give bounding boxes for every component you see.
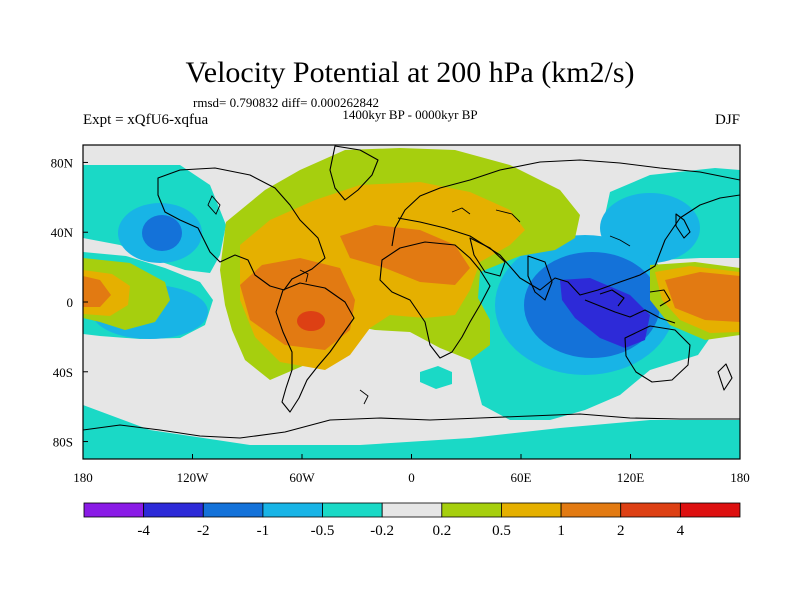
map-panel xyxy=(83,145,740,459)
map-detail-lines xyxy=(207,195,631,405)
colorbar-swatch xyxy=(322,502,383,518)
antarctica-coastline xyxy=(83,413,740,439)
new-zealand-coastline xyxy=(717,363,733,391)
colorbar-swatch xyxy=(560,502,622,518)
colorbar-label: 0.5 xyxy=(492,523,511,539)
colorbar-label: -0.5 xyxy=(311,523,335,539)
x-tick-label: 60E xyxy=(511,470,532,485)
colorbar-label: 4 xyxy=(677,523,685,539)
north-pacific-core xyxy=(142,215,182,251)
colorbar-swatch xyxy=(501,502,562,518)
colorbar-swatch xyxy=(381,502,443,518)
experiment-label: Expt = xQfU6-xqfua xyxy=(83,112,208,128)
australia-coastline xyxy=(624,325,691,383)
west-pacific-dark-orange xyxy=(665,272,740,322)
maritime-continent-coastline xyxy=(584,289,676,324)
colorbar-label: -2 xyxy=(197,523,210,539)
x-tick-label: 120W xyxy=(177,470,210,485)
season-label: DJF xyxy=(715,112,740,128)
period-line: 1400kyr BP - 0000kyr BP xyxy=(342,107,477,122)
colorbar-swatch xyxy=(202,502,264,518)
north-america-coastline xyxy=(157,167,326,291)
colorbar-label: 1 xyxy=(557,523,565,539)
x-tick-label: 60W xyxy=(289,470,315,485)
x-tick-label: 180 xyxy=(730,470,750,485)
india-coastline xyxy=(527,255,553,301)
colorbar-swatch xyxy=(262,502,323,518)
y-tick-label: 80N xyxy=(51,155,74,170)
colorbar-label: 0.2 xyxy=(432,523,451,539)
southern-atlantic-cyan-spot xyxy=(420,366,452,389)
x-tick-label: 180 xyxy=(73,470,93,485)
colorbar-label: -4 xyxy=(137,523,150,539)
arabia-coastline xyxy=(469,237,506,277)
south-america-coastline xyxy=(275,282,355,413)
y-tick-label: 40S xyxy=(53,365,73,380)
y-tick-label: 80S xyxy=(53,435,73,450)
greenland-coastline xyxy=(329,145,379,201)
indian-ocean-darkest-core xyxy=(560,278,650,348)
y-axis: 80N 40N 0 40S 80S xyxy=(51,155,88,450)
southern-cyan-field xyxy=(83,405,740,459)
y-tick-label: 40N xyxy=(51,225,74,240)
africa-coastline xyxy=(379,241,491,359)
colorbar-swatch xyxy=(83,502,145,518)
colorbar: -4 -2 -1 -0.5 -0.2 0.2 0.5 1 2 4 xyxy=(83,502,741,539)
africa-dark-orange xyxy=(340,225,470,285)
colorbar-swatch xyxy=(620,502,681,518)
x-tick-label: 120E xyxy=(617,470,645,485)
chart-title: Velocity Potential at 200 hPa (km2/s) xyxy=(185,56,634,89)
colorbar-label: 2 xyxy=(617,523,625,539)
east-pacific-dark-orange xyxy=(83,276,111,307)
eurasia-coastline xyxy=(391,159,740,296)
y-tick-label: 0 xyxy=(67,295,74,310)
stats-line: rmsd= 0.790832 diff= 0.000262842 xyxy=(193,95,379,110)
japan-coastline xyxy=(675,213,691,239)
colorbar-swatch xyxy=(143,502,204,518)
x-tick-label: 0 xyxy=(408,470,415,485)
x-axis: 180 120W 60W 0 60E 120E 180 xyxy=(73,454,750,485)
coastlines xyxy=(83,145,740,439)
colorbar-swatch xyxy=(679,502,741,518)
south-america-dark-orange xyxy=(240,258,355,350)
colorbar-label: -0.2 xyxy=(370,523,394,539)
colorbar-swatch xyxy=(441,502,502,518)
amazon-red-maximum xyxy=(297,311,325,331)
colorbar-label: -1 xyxy=(257,523,270,539)
